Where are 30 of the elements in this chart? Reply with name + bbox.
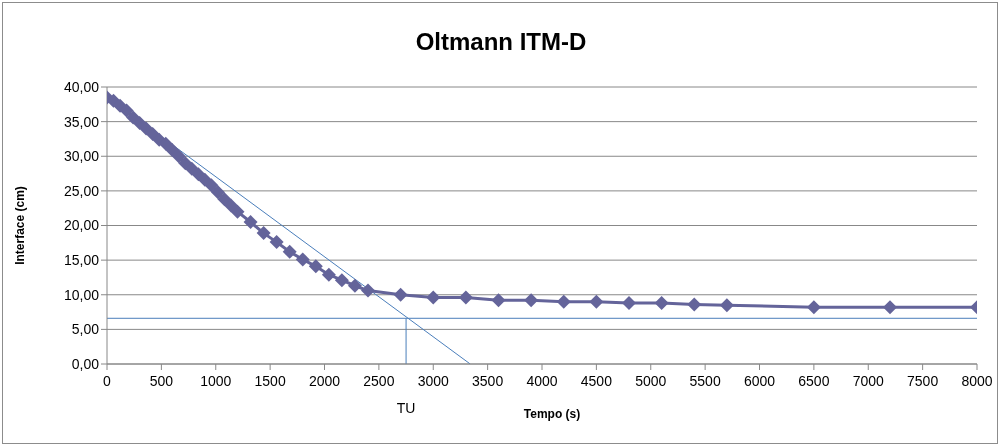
y-tick-label: 5,00 [71, 321, 100, 338]
x-tick-label: 5000 [635, 372, 667, 389]
y-tick-label: 25,00 [63, 182, 100, 199]
x-tick-label: 500 [149, 372, 174, 389]
y-axis-title: Interface (cm) [13, 186, 28, 265]
y-tick-label: 0,00 [71, 355, 100, 372]
x-tick-label: 7500 [907, 372, 939, 389]
x-tick-label: 3500 [472, 372, 504, 389]
y-tick-label: 30,00 [63, 148, 100, 165]
y-tick-label: 15,00 [63, 252, 100, 269]
y-tick-label: 35,00 [63, 113, 100, 130]
x-tick-label: 3000 [417, 372, 450, 389]
chart-title: Oltmann ITM-D [414, 28, 588, 56]
x-tick-label: 2000 [308, 372, 341, 389]
annotation: TU [395, 400, 417, 416]
x-tick-label: 0 [103, 372, 112, 389]
x-tick-label: 2500 [363, 372, 395, 389]
x-axis-title: Tempo (s) [523, 407, 581, 421]
x-tick-label: 5500 [689, 372, 721, 389]
y-tick-label: 40,00 [63, 78, 100, 95]
x-tick-label: 1500 [254, 372, 286, 389]
x-tick-label: 8000 [961, 372, 993, 389]
y-tick-label: 10,00 [63, 286, 100, 303]
y-tick-label: 20,00 [63, 217, 100, 234]
x-tick-label: 6500 [798, 372, 830, 389]
x-tick-label: 4500 [580, 372, 613, 389]
x-tick-label: 6000 [743, 372, 776, 389]
x-tick-label: 7000 [852, 372, 885, 389]
x-tick-label: 4000 [526, 372, 558, 389]
x-tick-label: 1000 [200, 372, 232, 389]
